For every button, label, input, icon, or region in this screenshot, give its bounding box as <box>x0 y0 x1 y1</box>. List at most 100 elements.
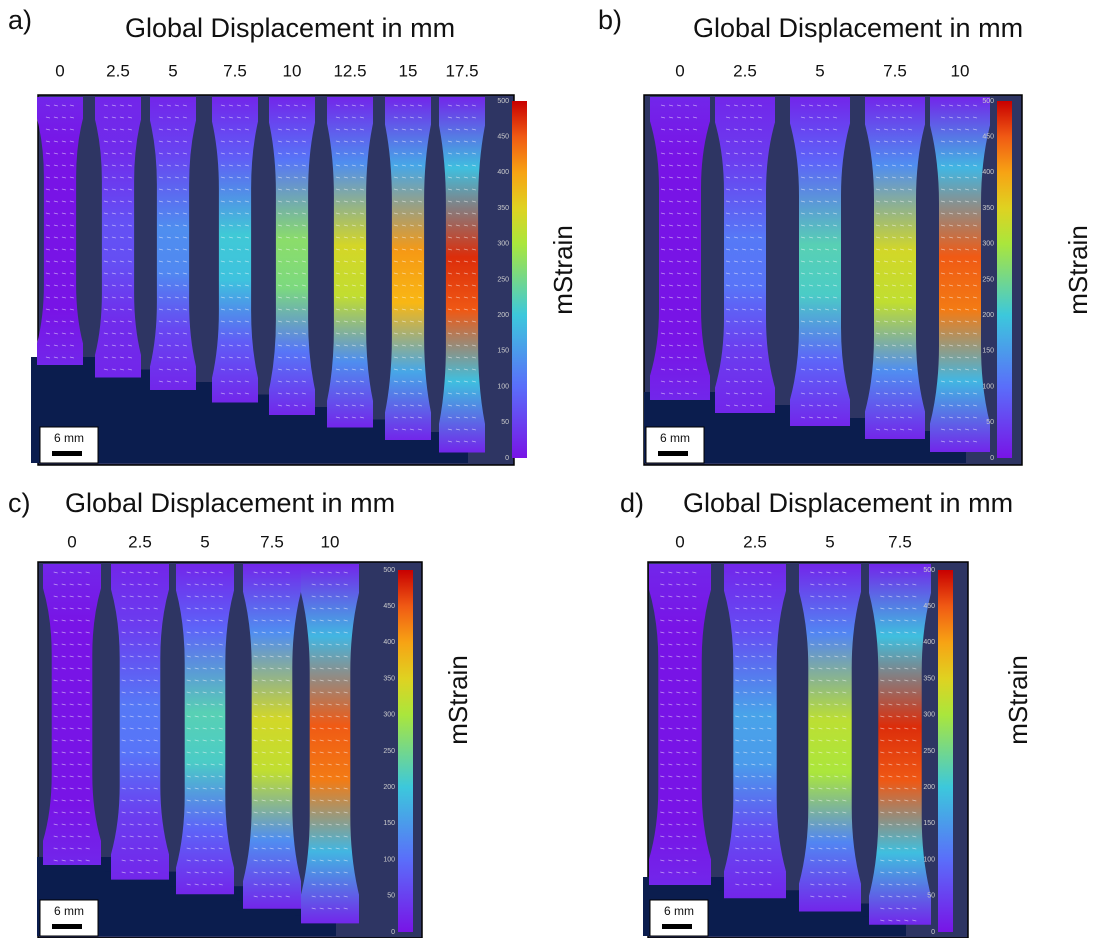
colorbar-tick-label: 500 <box>383 567 395 574</box>
scale-bar <box>52 924 82 929</box>
colorbar-tick-label: 450 <box>383 603 395 610</box>
colorbar-label: mStrain <box>1063 225 1093 315</box>
colorbar-tick-label: 150 <box>383 820 395 827</box>
displacement-label: 5 <box>815 61 824 80</box>
colorbar-tick-label: 0 <box>990 455 994 462</box>
displacement-label: 5 <box>825 532 834 551</box>
colorbar <box>938 570 953 932</box>
displacement-label: 2.5 <box>106 61 130 80</box>
colorbar-tick-label: 200 <box>982 312 994 319</box>
colorbar-tick-label: 300 <box>497 241 509 248</box>
scale-bar-label: 6 mm <box>54 904 84 918</box>
panel-title: Global Displacement in mm <box>683 488 1013 518</box>
specimen <box>111 564 169 880</box>
displacement-label: 7.5 <box>223 61 247 80</box>
colorbar-tick-label: 350 <box>982 205 994 212</box>
figure: a) Global Displacement in mm 0 2.5 5 7.5 10 12.… <box>0 0 1094 938</box>
specimen <box>37 97 83 365</box>
colorbar-tick-label: 50 <box>501 419 509 426</box>
scale-bar-label: 6 mm <box>664 904 694 918</box>
displacement-label: 10 <box>321 532 340 551</box>
specimen <box>43 564 101 865</box>
displacement-label: 15 <box>399 61 418 80</box>
colorbar-tick-label: 150 <box>923 820 935 827</box>
colorbar-tick-label: 200 <box>923 784 935 791</box>
specimen <box>243 564 301 909</box>
displacement-label: 7.5 <box>888 532 912 551</box>
colorbar-tick-label: 300 <box>923 712 935 719</box>
colorbar-tick-label: 100 <box>923 856 935 863</box>
displacement-label: 2.5 <box>128 532 152 551</box>
scale-bar <box>52 451 82 456</box>
panel-label: a) <box>8 5 32 35</box>
colorbar-tick-label: 250 <box>982 276 994 283</box>
colorbar-tick-label: 150 <box>497 348 509 355</box>
colorbar-tick-label: 250 <box>923 748 935 755</box>
colorbar-tick-label: 250 <box>383 748 395 755</box>
specimen <box>715 97 775 413</box>
specimen <box>212 97 258 403</box>
displacement-label: 2.5 <box>733 61 757 80</box>
colorbar-tick-label: 350 <box>923 675 935 682</box>
displacement-label: 0 <box>67 532 76 551</box>
displacement-label: 5 <box>168 61 177 80</box>
panel-title: Global Displacement in mm <box>693 13 1023 43</box>
colorbar-tick-label: 400 <box>497 169 509 176</box>
scale-bar <box>662 924 692 929</box>
specimen <box>724 564 786 898</box>
displacement-label: 7.5 <box>260 532 284 551</box>
panel-label: b) <box>598 5 622 35</box>
specimen <box>799 564 861 912</box>
colorbar-tick-label: 250 <box>497 276 509 283</box>
colorbar-tick-label: 500 <box>497 98 509 105</box>
colorbar-tick-label: 350 <box>497 205 509 212</box>
scale-bar-label: 6 mm <box>660 431 690 445</box>
specimen <box>865 97 925 439</box>
colorbar-tick-label: 500 <box>982 98 994 105</box>
colorbar-tick-label: 350 <box>383 675 395 682</box>
displacement-label: 7.5 <box>883 61 907 80</box>
panel-label: d) <box>620 488 644 518</box>
displacement-label: 10 <box>283 61 302 80</box>
colorbar-tick-label: 0 <box>391 929 395 936</box>
displacement-label: 0 <box>55 61 64 80</box>
specimen <box>439 97 485 453</box>
specimen <box>327 97 373 428</box>
specimen <box>269 97 315 415</box>
panel-label: c) <box>8 488 31 518</box>
panel-title: Global Displacement in mm <box>65 488 395 518</box>
colorbar <box>398 570 413 932</box>
specimen <box>385 97 431 440</box>
colorbar-tick-label: 50 <box>927 893 935 900</box>
colorbar-tick-label: 400 <box>383 639 395 646</box>
displacement-label: 2.5 <box>743 532 767 551</box>
colorbar-tick-label: 50 <box>387 893 395 900</box>
colorbar-tick-label: 100 <box>497 383 509 390</box>
colorbar-tick-label: 0 <box>505 455 509 462</box>
colorbar-tick-label: 200 <box>497 312 509 319</box>
specimen <box>930 97 990 452</box>
colorbar-tick-label: 0 <box>931 929 935 936</box>
specimen <box>650 97 710 400</box>
colorbar-label: mStrain <box>1003 655 1033 745</box>
colorbar-tick-label: 200 <box>383 784 395 791</box>
colorbar <box>512 101 527 458</box>
colorbar-tick-label: 100 <box>383 856 395 863</box>
colorbar-label: mStrain <box>548 225 578 315</box>
colorbar-tick-label: 300 <box>982 241 994 248</box>
colorbar-tick-label: 500 <box>923 567 935 574</box>
specimen <box>301 564 359 923</box>
displacement-label: 5 <box>200 532 209 551</box>
colorbar-label: mStrain <box>443 655 473 745</box>
colorbar-tick-label: 150 <box>982 348 994 355</box>
colorbar-tick-label: 50 <box>986 419 994 426</box>
colorbar-tick-label: 450 <box>923 603 935 610</box>
displacement-label: 12.5 <box>333 61 366 80</box>
colorbar <box>997 101 1012 458</box>
colorbar-tick-label: 400 <box>982 169 994 176</box>
colorbar-tick-label: 100 <box>982 383 994 390</box>
colorbar-tick-label: 300 <box>383 712 395 719</box>
specimen <box>150 97 196 390</box>
displacement-label: 0 <box>675 532 684 551</box>
displacement-label: 0 <box>675 61 684 80</box>
